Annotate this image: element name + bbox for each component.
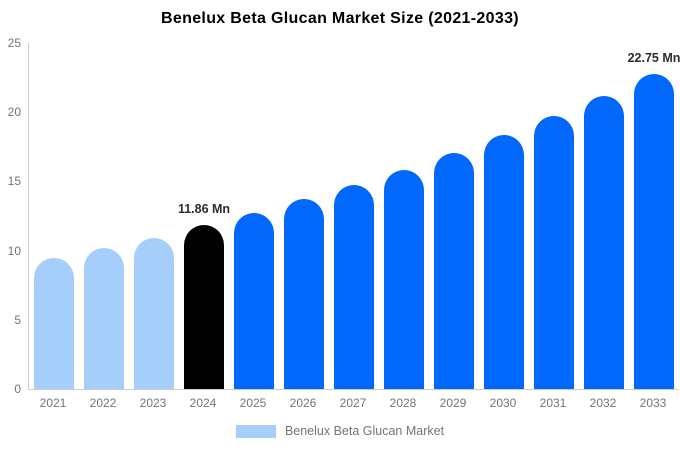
x-tick-label: 2023 [139,396,167,410]
bar-2026[interactable] [284,199,324,389]
x-tick-label: 2030 [489,396,517,410]
x-tick-label: 2031 [539,396,567,410]
x-tick-label: 2028 [389,396,417,410]
x-tick-label: 2022 [89,396,117,410]
x-tick-label: 2029 [439,396,467,410]
bar-2031[interactable] [534,116,574,389]
x-tick-label: 2032 [589,396,617,410]
y-tick-label: 15 [7,174,21,189]
y-tick-label: 20 [7,105,21,120]
x-tick-label: 2025 [239,396,267,410]
x-tick-label: 2033 [639,396,667,410]
legend-item[interactable]: Benelux Beta Glucan Market [0,424,680,438]
y-axis: 0 5 10 15 20 25 [0,36,21,396]
y-tick-label: 5 [14,312,21,327]
bar-2029[interactable] [434,153,474,389]
bar-2024[interactable] [184,224,224,389]
x-tick-label: 2026 [289,396,317,410]
x-tick-label: 2027 [339,396,367,410]
legend-swatch [235,424,276,438]
y-tick-label: 0 [14,382,21,396]
bar-2023[interactable] [134,238,174,389]
x-axis: 2021 2022 2023 2024 2025 2026 2027 2028 2029 2030… [28,396,678,412]
x-tick-label: 2024 [189,396,217,410]
bar-2030[interactable] [484,135,524,389]
plot-area: 11.86 Mn 22.75 Mn [28,43,680,390]
bar-2022[interactable] [84,248,124,389]
bar-2033[interactable] [634,74,674,389]
bar-2027[interactable] [334,185,374,389]
bar-value-label: 11.86 Mn [177,201,231,216]
bar-value-label: 22.75 Mn [627,51,680,66]
y-tick-label: 10 [7,243,21,258]
bar-2025[interactable] [234,212,274,389]
bar-2032[interactable] [584,95,624,389]
chart-title: Benelux Beta Glucan Market Size (2021-20… [161,10,519,27]
bar-2021[interactable] [34,258,74,389]
legend-label: Benelux Beta Glucan Market [284,424,445,438]
y-tick-label: 25 [7,36,21,50]
bar-2028[interactable] [384,169,424,389]
x-tick-label: 2021 [39,396,67,410]
